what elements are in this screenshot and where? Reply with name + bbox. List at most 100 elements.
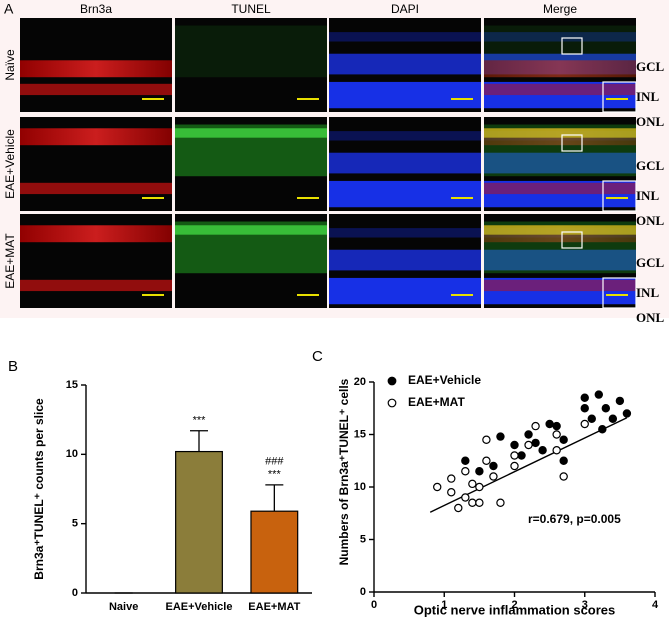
nuclei-gcl xyxy=(329,228,481,238)
point xyxy=(433,482,442,492)
layer-label: GCL xyxy=(636,158,665,173)
point xyxy=(461,493,470,502)
row-label: EAE+Vehicle xyxy=(3,129,17,199)
panel-letter: A xyxy=(4,1,14,17)
brn3a-inl xyxy=(20,83,172,96)
bar xyxy=(250,510,299,594)
legend-marker xyxy=(387,398,397,408)
annotation: r=0.679, p=0.005 xyxy=(528,512,621,526)
roi-box xyxy=(561,37,583,55)
point xyxy=(517,451,526,460)
point xyxy=(482,435,491,444)
point xyxy=(559,435,568,444)
nuclei-gcl xyxy=(484,32,636,42)
layer-label: GCL xyxy=(636,59,665,74)
point xyxy=(615,396,625,406)
layer-label: INL xyxy=(636,89,659,104)
y-tick-label: 20 xyxy=(354,376,366,388)
point xyxy=(510,451,519,460)
micrograph xyxy=(175,18,327,112)
nuclei-inl xyxy=(329,249,481,271)
point xyxy=(475,467,484,476)
point xyxy=(552,446,561,455)
point xyxy=(489,461,498,471)
point xyxy=(598,425,607,434)
column-label: Merge xyxy=(543,2,577,16)
nuclei-onl xyxy=(329,277,481,305)
point xyxy=(461,456,470,465)
panel-letter: B xyxy=(8,358,18,375)
nuclei-inl xyxy=(484,152,636,174)
x-tick-label: 2 xyxy=(511,599,517,611)
tunel-gcl xyxy=(175,128,327,138)
point xyxy=(496,432,505,441)
column-label: Brn3a xyxy=(80,2,112,16)
brn3a-inl xyxy=(484,182,636,195)
tunel-signal xyxy=(484,25,636,78)
point xyxy=(482,456,491,465)
point xyxy=(461,467,470,476)
legend-label: EAE+Vehicle xyxy=(408,373,481,387)
y-tick-label: 5 xyxy=(72,518,78,530)
row-label: Naïve xyxy=(3,49,17,81)
point xyxy=(475,482,484,492)
brn3a-gcl xyxy=(20,225,172,243)
y-tick-label: 5 xyxy=(360,533,366,545)
point xyxy=(559,472,568,481)
x-tick-label: 0 xyxy=(371,599,377,611)
x-tick-label: 1 xyxy=(441,599,447,611)
nuclei-inl xyxy=(329,53,481,75)
nuclei-gcl xyxy=(329,32,481,42)
point xyxy=(594,390,604,399)
nuclei-gcl xyxy=(329,131,481,141)
layer-label: ONL xyxy=(636,213,665,228)
point xyxy=(587,414,596,423)
point xyxy=(545,419,554,429)
x-tick-label: 3 xyxy=(582,599,588,611)
point xyxy=(531,421,540,431)
column-label: TUNEL xyxy=(231,2,271,16)
y-tick-label: 15 xyxy=(66,379,78,391)
brn3a-inl xyxy=(20,182,172,195)
brn3a-inl xyxy=(20,279,172,292)
nuclei-inl xyxy=(484,249,636,271)
nuclei-inl xyxy=(329,152,481,174)
legend-label: EAE+MAT xyxy=(408,395,465,409)
point xyxy=(580,393,589,402)
point xyxy=(510,461,519,471)
x-tick-label: 4 xyxy=(652,599,659,611)
roi-box xyxy=(561,134,583,152)
point xyxy=(580,419,589,429)
nuclei-onl xyxy=(329,180,481,208)
point xyxy=(496,498,505,507)
layer-label: ONL xyxy=(636,310,665,325)
layer-label: INL xyxy=(636,285,659,300)
x-tick-label: EAE+Vehicle xyxy=(166,601,233,613)
point xyxy=(580,404,589,413)
roi-box xyxy=(561,231,583,249)
inset xyxy=(602,81,637,113)
point xyxy=(552,430,561,439)
y-tick-label: 10 xyxy=(66,448,78,460)
panel-a: Brn3a TUNEL DAPI Merge Naïve GCL INL ONL EAE+Veh… xyxy=(3,2,664,325)
tunel-gcl xyxy=(175,225,327,235)
layer-label: INL xyxy=(636,188,659,203)
point xyxy=(447,488,456,497)
x-tick-label: EAE+MAT xyxy=(248,601,300,613)
tunel-gcl xyxy=(484,225,636,235)
point xyxy=(622,409,632,418)
y-axis-label: Brn3a⁺TUNEL⁺ counts per slice xyxy=(32,398,46,580)
significance: *** xyxy=(193,415,207,427)
point xyxy=(510,440,519,450)
brn3a-inl xyxy=(484,279,636,292)
point xyxy=(468,479,477,489)
tunel-gcl xyxy=(484,128,636,138)
point xyxy=(608,414,618,423)
point xyxy=(447,474,456,483)
bar xyxy=(175,450,223,594)
y-tick-label: 10 xyxy=(354,481,366,493)
layer-label: ONL xyxy=(636,114,665,129)
significance: *** xyxy=(268,469,282,481)
point xyxy=(489,472,498,481)
